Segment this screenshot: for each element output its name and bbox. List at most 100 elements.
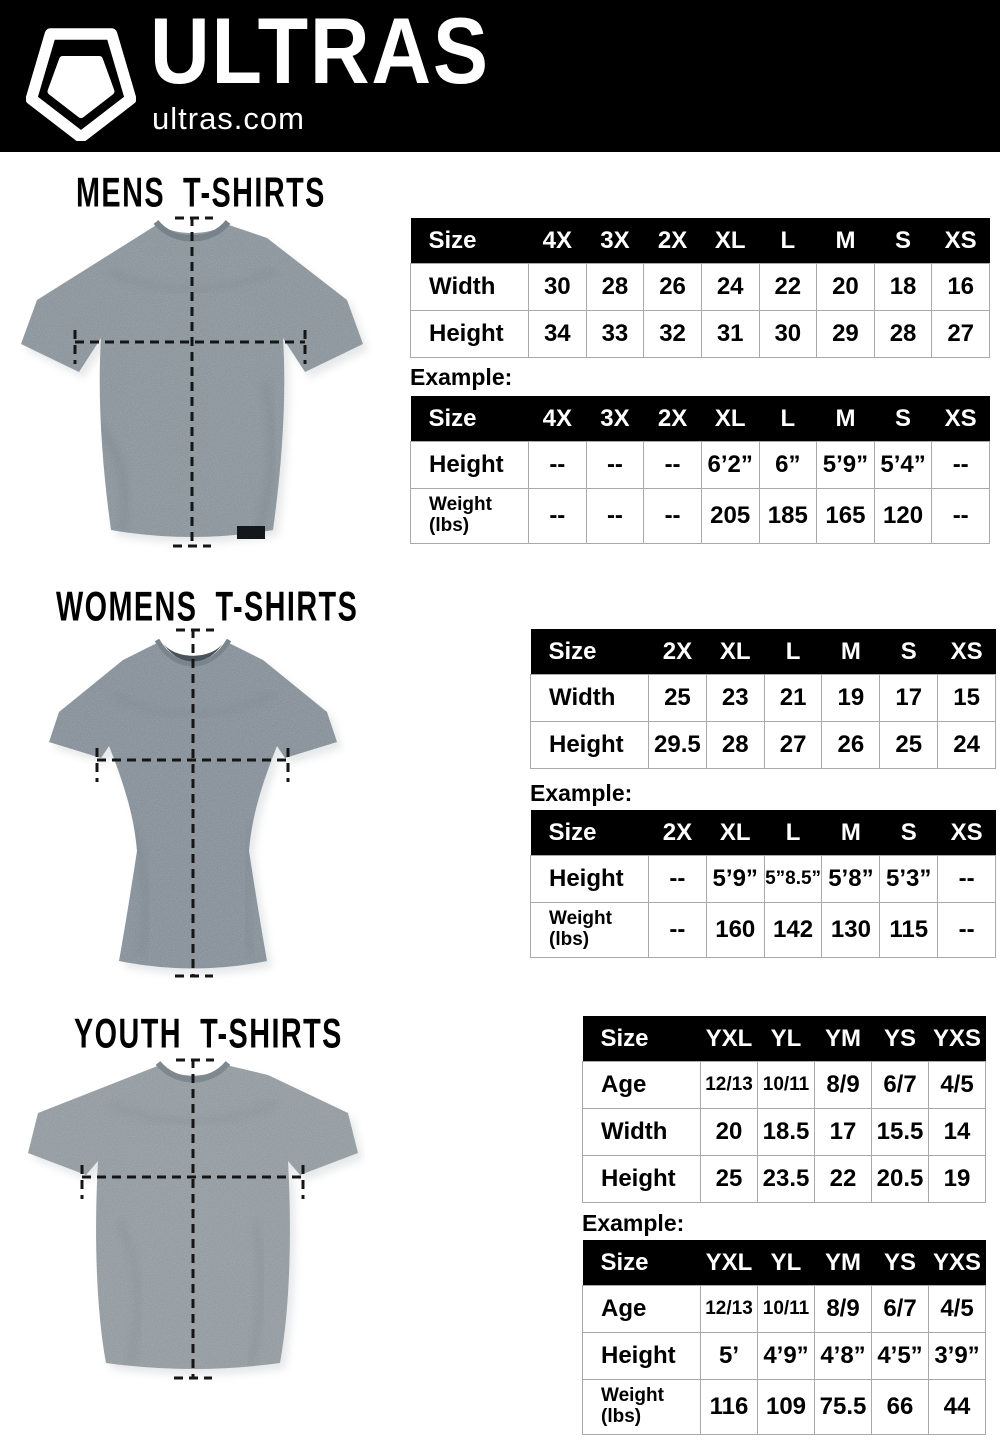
size-value-cell: -- (585, 441, 645, 489)
row-label: Age (582, 1061, 701, 1109)
size-value-cell: 30 (528, 263, 587, 311)
size-value-cell: 44 (928, 1379, 986, 1435)
size-value-cell: 115 (879, 902, 939, 958)
row-label: Height (410, 310, 529, 358)
size-value-cell: 130 (821, 902, 881, 958)
size-value-cell: 18.5 (757, 1108, 815, 1156)
size-value-cell: 4’8” (814, 1332, 872, 1380)
size-value-cell: 4/5 (928, 1061, 986, 1109)
size-value-cell: 4’5” (871, 1332, 929, 1380)
size-value-cell: 17 (814, 1108, 872, 1156)
size-value-cell: 5’8” (821, 855, 881, 903)
size-column-header: XL (706, 629, 765, 675)
section-title-youth: YOUTH T-SHIRTS (74, 1010, 343, 1058)
size-column-header: 3X (586, 396, 644, 442)
size-column-header: XL (701, 218, 759, 264)
row-label: Height (582, 1155, 701, 1203)
size-column-header: L (759, 218, 817, 264)
size-column-header: L (759, 396, 817, 442)
table-row: Weight (lbs) 116 109 75.5 66 44 (582, 1379, 986, 1435)
row-label: Weight (lbs) (530, 902, 649, 958)
brand-header: ULTRAS ultras.com (0, 0, 1000, 152)
size-value-cell: 32 (643, 310, 702, 358)
table-header-row: Size 2X XL L M S XS (530, 810, 996, 856)
size-value-cell: 10/11 (757, 1061, 815, 1109)
size-column-header: 3X (586, 218, 644, 264)
row-label: Weight (lbs) (582, 1379, 701, 1435)
pentagon-logo-icon (26, 28, 136, 141)
youth-example-table: Size YXL YL YM YS YXS Age 12/13 10/11 8/9 6/7 4/5 He… (582, 1240, 986, 1435)
size-column-header: YS (871, 1016, 929, 1062)
size-label-header: Size (582, 1240, 701, 1286)
womens-size-table: Size 2X XL L M S XS Width 25 23 21 19 17 15 Height 29.5… (530, 629, 996, 769)
youth-measure-lines (80, 1058, 305, 1380)
size-value-cell: 27 (763, 721, 823, 769)
size-value-cell: -- (643, 488, 702, 544)
row-label: Weight (lbs) (410, 488, 529, 544)
size-value-cell: 27 (931, 310, 990, 358)
size-value-cell: 5’4” (873, 441, 933, 489)
size-value-cell: 116 (700, 1379, 758, 1435)
size-column-header: YL (757, 1240, 815, 1286)
table-row: Height 34 33 32 31 30 29 28 27 (410, 310, 990, 358)
size-value-cell: 29.5 (648, 721, 707, 769)
row-label: Height (530, 855, 649, 903)
row-label: Width (410, 263, 529, 311)
size-value-cell: 109 (757, 1379, 815, 1435)
womens-tshirt-image (49, 628, 342, 978)
size-value-cell: 33 (585, 310, 645, 358)
size-column-header: M (816, 396, 875, 442)
size-value-cell: 15 (937, 674, 996, 722)
size-value-cell: 16 (931, 263, 990, 311)
size-column-header: 4X (528, 396, 587, 442)
size-value-cell: 5’ (700, 1332, 758, 1380)
size-value-cell: 20.5 (871, 1155, 929, 1203)
size-value-cell: 4/5 (928, 1285, 986, 1333)
size-value-cell: 205 (700, 488, 760, 544)
size-column-header: S (879, 810, 938, 856)
table-row: Height 25 23.5 22 20.5 19 (582, 1155, 986, 1203)
size-value-cell: 26 (643, 263, 702, 311)
size-value-cell: 8/9 (814, 1061, 872, 1109)
size-value-cell: 25 (879, 721, 939, 769)
size-value-cell: 30 (758, 310, 818, 358)
size-value-cell: 5’3” (879, 855, 939, 903)
size-value-cell: 66 (871, 1379, 929, 1435)
size-column-header: YXS (928, 1016, 986, 1062)
mens-tshirt-image (21, 216, 368, 548)
youth-size-table: Size YXL YL YM YS YXS Age 12/13 10/11 8/9 6/7 4/5 Wi… (582, 1016, 986, 1203)
size-value-cell: 29 (816, 310, 875, 358)
size-value-cell: -- (648, 902, 707, 958)
mens-example-table: Size 4X 3X 2X XL L M S XS Height -- -- -- 6’2” 6” 5’9” 5… (410, 396, 990, 544)
size-column-header: M (821, 810, 880, 856)
size-value-cell: -- (931, 488, 990, 544)
size-value-cell: 6” (758, 441, 818, 489)
size-value-cell: 34 (528, 310, 587, 358)
size-column-header: XL (706, 810, 765, 856)
size-value-cell: 12/13 (700, 1285, 758, 1333)
size-value-cell: 6’2” (700, 441, 760, 489)
table-row: Age 12/13 10/11 8/9 6/7 4/5 (582, 1061, 986, 1109)
size-value-cell: 18 (873, 263, 933, 311)
size-value-cell: 28 (585, 263, 645, 311)
table-row: Height 5’ 4’9” 4’8” 4’5” 3’9” (582, 1332, 986, 1380)
size-value-cell: -- (937, 855, 996, 903)
size-value-cell: 120 (873, 488, 933, 544)
table-header-row: Size 4X 3X 2X XL L M S XS (410, 218, 990, 264)
size-value-cell: 28 (873, 310, 933, 358)
size-label-header: Size (410, 218, 529, 264)
size-value-cell: 24 (700, 263, 760, 311)
size-column-header: YL (757, 1016, 815, 1062)
size-column-header: XS (931, 218, 990, 264)
size-value-cell: 5’9” (816, 441, 875, 489)
size-value-cell: 142 (763, 902, 823, 958)
size-value-cell: 21 (763, 674, 823, 722)
table-row: Weight (lbs) -- 160 142 130 115 -- (530, 902, 996, 958)
size-column-header: S (879, 629, 938, 675)
hem-tag (237, 526, 265, 539)
section-title-womens: WOMENS T-SHIRTS (56, 583, 359, 631)
row-label: Width (530, 674, 649, 722)
size-column-header: YS (871, 1240, 929, 1286)
size-value-cell: 165 (816, 488, 875, 544)
size-column-header: L (764, 629, 822, 675)
